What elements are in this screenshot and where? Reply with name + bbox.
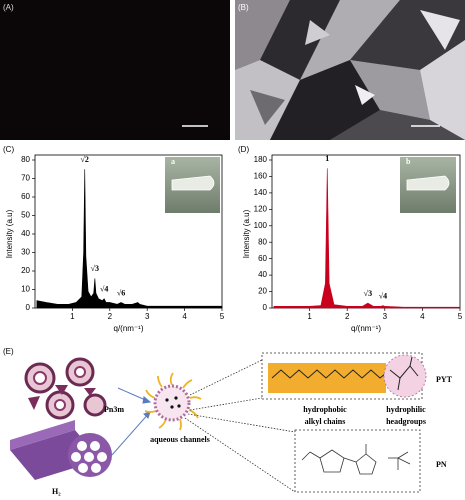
x-tick-label: 2 xyxy=(108,312,113,321)
y-tick-label: 20 xyxy=(258,287,267,296)
pn3m-illustration xyxy=(24,357,107,420)
x-tick-label: 1 xyxy=(70,312,75,321)
x-axis-label: q/(nm⁻¹) xyxy=(351,324,381,333)
y-tick-label: 80 xyxy=(21,155,30,164)
micelle xyxy=(144,372,202,431)
connectors xyxy=(184,359,296,493)
y-tick-label: 160 xyxy=(254,172,268,181)
x-tick-label: 5 xyxy=(220,312,225,321)
y-tick-label: 30 xyxy=(21,248,30,257)
y-tick-label: 0 xyxy=(26,303,31,312)
region-label: alkyl chains xyxy=(305,417,346,426)
panel-label: (A) xyxy=(3,3,14,12)
peak-label: √2 xyxy=(81,155,89,164)
h2-illustration xyxy=(10,420,112,480)
x-tick-label: 4 xyxy=(420,312,425,321)
y-tick-label: 60 xyxy=(21,192,30,201)
y-tick-label: 50 xyxy=(21,211,30,220)
panel-label: (C) xyxy=(3,145,14,154)
y-tick-label: 0 xyxy=(263,303,268,312)
arrows xyxy=(111,387,152,456)
phase-label: H₂ xyxy=(52,487,61,496)
panel-label: (B) xyxy=(238,3,249,12)
panel-label: (E) xyxy=(3,347,14,356)
y-tick-label: 40 xyxy=(21,229,30,238)
region-label: hydrophilic xyxy=(386,405,426,414)
inset-label: a xyxy=(171,157,175,166)
y-axis-label: Intensity (a.u) xyxy=(5,209,14,258)
region-label: hydrophobic xyxy=(303,405,347,414)
phase-label: Pn3m xyxy=(104,405,124,414)
y-tick-label: 100 xyxy=(254,221,268,230)
x-axis-label: q/(nm⁻¹) xyxy=(114,324,144,333)
peak-label: √6 xyxy=(117,288,125,297)
y-axis-label: Intensity (a.u) xyxy=(242,209,251,258)
y-tick-label: 70 xyxy=(21,174,30,183)
y-tick-label: 20 xyxy=(21,266,30,275)
y-tick-label: 60 xyxy=(258,254,267,263)
x-tick-label: 1 xyxy=(307,312,312,321)
inset-photo xyxy=(165,157,456,213)
region-label: headgroups xyxy=(386,417,426,426)
inset-label: b xyxy=(406,157,411,166)
area xyxy=(36,169,223,309)
peak-label: √3 xyxy=(91,264,99,273)
x-tick-label: 2 xyxy=(345,312,350,321)
x-tick-label: 3 xyxy=(145,312,150,321)
pn-structure xyxy=(294,429,421,493)
y-tick-label: 140 xyxy=(254,188,268,197)
peak-label: 1 xyxy=(325,154,329,163)
x-tick-label: 5 xyxy=(458,312,463,321)
peak-label: √4 xyxy=(100,285,108,294)
peak-label: √4 xyxy=(379,291,387,300)
pyt-structure xyxy=(261,352,427,400)
y-tick-label: 80 xyxy=(258,237,267,246)
peak-label: √3 xyxy=(364,289,372,298)
area xyxy=(273,168,461,309)
micrograph-b xyxy=(235,0,465,140)
molecule-label: PN xyxy=(436,460,447,469)
x-tick-label: 4 xyxy=(182,312,187,321)
panel-label: (D) xyxy=(238,145,249,154)
micrograph-a xyxy=(0,0,230,140)
y-tick-label: 10 xyxy=(21,285,30,294)
x-tick-label: 3 xyxy=(383,312,388,321)
micelle-label: aqueous channels xyxy=(150,435,210,444)
molecule-label: PYT xyxy=(436,375,453,384)
y-tick-label: 40 xyxy=(258,270,267,279)
y-tick-label: 180 xyxy=(254,155,268,164)
y-tick-label: 120 xyxy=(254,204,268,213)
